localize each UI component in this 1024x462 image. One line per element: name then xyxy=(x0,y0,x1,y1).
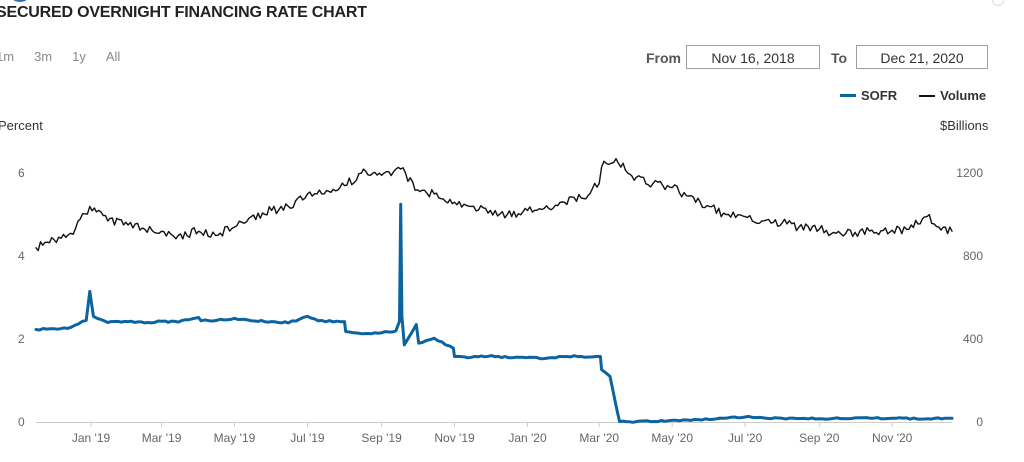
right-axis-title: $Billions xyxy=(940,118,989,133)
legend-swatch-volume xyxy=(919,94,936,97)
volume-series-line xyxy=(35,158,953,252)
logo-icon xyxy=(8,0,32,2)
legend-item-sofr[interactable]: SOFR xyxy=(840,88,897,103)
plot-area xyxy=(34,158,954,424)
range-all-button[interactable]: All xyxy=(105,49,121,64)
left-tick-label: 6 xyxy=(18,166,25,180)
x-tick-label: May '19 xyxy=(214,431,256,445)
legend-swatch-sofr xyxy=(840,94,856,97)
right-y-axis: 0 400 800 1200 xyxy=(956,166,983,429)
from-label: From xyxy=(646,50,681,66)
left-tick-label: 4 xyxy=(18,249,25,263)
legend: SOFR Volume xyxy=(818,88,986,103)
x-tick-label: May '20 xyxy=(651,431,693,445)
x-tick-label: Mar '19 xyxy=(142,431,182,445)
sofr-series-line xyxy=(34,202,954,424)
x-axis: Jan '19 Mar '19 May '19 Jul '19 Sep '19 Nov '… xyxy=(36,422,952,445)
range-1m-button[interactable]: 1m xyxy=(0,49,15,64)
x-tick-label: Jan '19 xyxy=(72,431,111,445)
legend-label-volume: Volume xyxy=(940,88,987,103)
x-tick-label: Jul '20 xyxy=(728,431,763,445)
x-tick-label: Jan '20 xyxy=(508,431,547,445)
left-axis-title: Percent xyxy=(0,118,43,133)
x-tick-label: Sep '19 xyxy=(361,431,402,445)
x-tick-label: Sep '20 xyxy=(799,431,840,445)
x-tick-label: Mar '20 xyxy=(579,431,619,445)
right-tick-label: 1200 xyxy=(956,166,983,180)
left-tick-label: 2 xyxy=(18,332,25,346)
right-tick-label: 0 xyxy=(976,415,983,429)
range-3m-button[interactable]: 3m xyxy=(34,49,53,64)
to-label: To xyxy=(831,50,848,66)
right-tick-label: 800 xyxy=(963,249,983,263)
legend-label-sofr: SOFR xyxy=(861,88,898,103)
from-date-input[interactable]: Nov 16, 2018 xyxy=(686,45,820,69)
range-selector: 1m 3m 1y All xyxy=(0,49,140,64)
range-1y-button[interactable]: 1y xyxy=(72,49,86,64)
chart-title: SECURED OVERNIGHT FINANCING RATE CHART xyxy=(0,4,367,21)
right-tick-label: 400 xyxy=(963,332,983,346)
left-tick-label: 0 xyxy=(18,415,25,429)
x-tick-label: Jul '19 xyxy=(290,431,325,445)
x-tick-label: Nov '19 xyxy=(434,431,475,445)
left-y-axis: 0 2 4 6 xyxy=(18,166,25,429)
x-tick-label: Nov '20 xyxy=(872,431,913,445)
legend-item-volume[interactable]: Volume xyxy=(919,88,986,103)
to-date-input[interactable]: Dec 21, 2020 xyxy=(856,45,988,69)
